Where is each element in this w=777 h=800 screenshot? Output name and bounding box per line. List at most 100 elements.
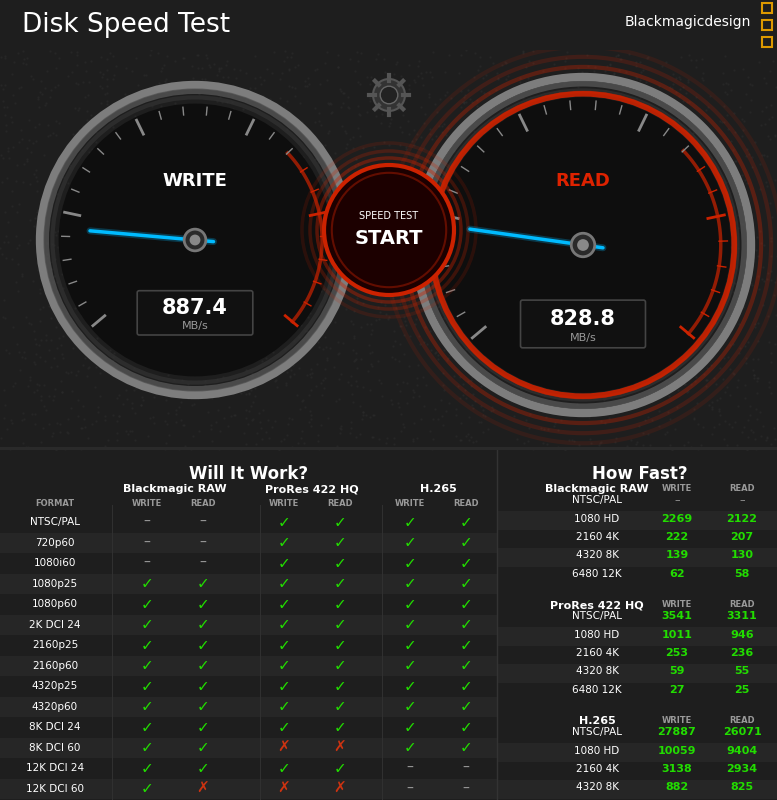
Point [47,126,59,139]
Point [221,95,234,108]
Point [413,230,425,242]
Point [71,364,84,377]
Point [452,379,465,392]
Text: ✓: ✓ [277,720,291,734]
Point [289,200,301,213]
Point [659,191,671,204]
Point [247,266,260,279]
Point [94,158,106,171]
Point [657,203,669,216]
Point [123,334,135,347]
Point [752,334,765,347]
Point [107,354,120,366]
Point [411,128,423,141]
Point [10,230,23,243]
Point [427,278,439,291]
Point [636,298,648,311]
Point [559,55,571,68]
Point [129,434,141,446]
Bar [762,20,772,30]
Point [726,366,739,379]
Point [618,229,631,242]
Point [193,154,205,167]
Point [309,115,322,128]
Point [722,350,734,363]
Point [590,307,602,320]
Point [298,80,311,93]
Point [577,258,589,271]
Point [338,86,350,99]
Point [511,432,524,445]
Point [737,183,749,196]
Text: ✓: ✓ [403,740,416,755]
Point [413,390,425,402]
Point [305,294,318,307]
Point [688,130,700,143]
Point [487,311,500,324]
Point [748,318,761,331]
Point [126,401,138,414]
Point [767,54,777,67]
Point [519,377,531,390]
Point [379,254,392,266]
Point [369,245,382,258]
Point [246,413,259,426]
Point [399,140,412,153]
Point [444,348,457,361]
Point [729,416,741,429]
Point [225,267,238,280]
Point [1,100,13,113]
Point [211,196,224,209]
Point [195,364,207,377]
Point [333,392,345,405]
Point [620,174,632,186]
Text: ✓: ✓ [460,658,472,674]
Text: 3138: 3138 [662,764,692,774]
Point [540,410,552,423]
Point [710,246,723,259]
Point [180,313,193,326]
Text: ✓: ✓ [141,699,153,714]
Point [385,236,398,249]
Point [228,282,240,294]
Point [620,245,632,258]
Point [717,99,730,112]
Point [77,120,89,133]
Point [436,126,448,138]
Point [764,197,776,210]
Point [720,438,733,451]
Point [329,238,341,250]
Point [750,244,762,257]
Point [653,420,665,433]
Point [0,50,7,63]
Point [610,298,622,310]
Point [693,328,706,341]
Point [42,119,54,132]
Point [17,175,30,188]
Point [641,410,653,423]
Point [228,408,241,421]
Point [73,197,85,210]
Point [474,50,486,63]
Point [346,258,358,270]
Point [581,250,594,263]
Point [77,76,89,89]
Point [370,52,382,65]
Point [445,92,458,105]
Point [740,357,752,370]
Point [725,240,737,253]
Point [208,58,221,70]
Point [507,219,519,232]
Point [104,344,117,357]
Point [737,63,749,76]
Point [327,269,340,282]
Point [510,337,523,350]
Point [432,183,444,196]
Point [606,193,618,206]
Point [348,305,361,318]
Point [688,223,701,236]
Circle shape [380,86,398,104]
Point [69,288,82,301]
Point [580,322,592,335]
Point [669,179,681,192]
